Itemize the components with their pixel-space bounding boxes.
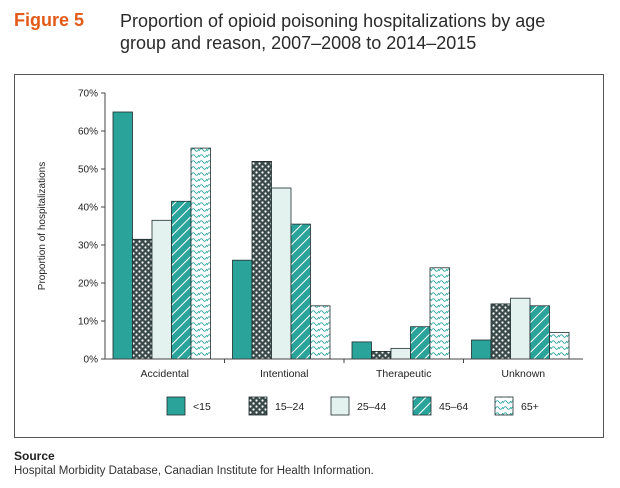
bar-accidental-series-4 (171, 200, 192, 360)
bar-intentional-series-3 (271, 187, 292, 360)
bar-accidental-series-1 (112, 111, 133, 360)
chart-frame: Proportion of hospitalizations 0% 10% 20% 3… (14, 74, 604, 438)
bar-unknown-series-4 (529, 305, 550, 360)
y-tick-label: 20% (78, 279, 98, 290)
bar-unknown-series-3 (510, 297, 531, 360)
y-tick-label: 60% (78, 127, 98, 138)
bar-therapeutic-series-3 (390, 347, 411, 360)
bar-accidental-series-3 (151, 219, 172, 360)
bar-accidental-series-2 (132, 238, 153, 360)
figure-title: Proportion of opioid poisoning hospitali… (120, 10, 545, 54)
y-tick-label: 30% (78, 241, 98, 252)
y-tick-label: 70% (78, 89, 98, 100)
bar-therapeutic-series-5 (429, 267, 450, 360)
x-tick-label: Intentional (260, 368, 308, 380)
x-tick-label: Accidental (141, 368, 189, 380)
y-tick-label: 50% (78, 165, 98, 176)
y-axis-label: Proportion of hospitalizations (37, 162, 48, 290)
legend-swatch (412, 396, 432, 416)
bar-intentional-series-2 (251, 161, 272, 360)
x-tick-label: Therapeutic (376, 368, 431, 380)
y-tick-label: 40% (78, 203, 98, 214)
figure-title-line-1: Proportion of opioid poisoning hospitali… (120, 11, 546, 31)
bar-intentional-series-4 (290, 223, 311, 360)
bar-unknown-series-5 (549, 331, 570, 360)
x-tick-label: Unknown (501, 368, 545, 380)
legend-label: <15 (193, 401, 211, 413)
source-heading: Source (14, 449, 55, 463)
legend-swatch (248, 396, 268, 416)
source-text: Hospital Morbidity Database, Canadian In… (14, 465, 374, 477)
y-tick-label: 10% (78, 317, 98, 328)
bar-therapeutic-series-1 (351, 341, 372, 360)
bar-therapeutic-series-4 (410, 326, 431, 360)
legend-swatch (166, 396, 186, 416)
legend-swatch (494, 396, 514, 416)
legend-label: 25–44 (357, 401, 386, 413)
legend-label: 15–24 (275, 401, 304, 413)
figure-label: Figure 5 (14, 10, 85, 30)
figure-title-line-2: group and reason, 2007–2008 to 2014–2015 (120, 33, 477, 53)
bar-unknown-series-2 (490, 303, 511, 360)
y-tick-label: 0% (84, 355, 99, 366)
legend-label: 45–64 (439, 401, 468, 413)
bar-unknown-series-1 (471, 339, 492, 360)
bar-chart: Proportion of hospitalizations 0% 10% 20% 3… (37, 89, 583, 416)
legend-swatch (330, 396, 350, 416)
bar-therapeutic-series-2 (371, 350, 392, 360)
bar-accidental-series-5 (190, 147, 211, 360)
bar-intentional-series-5 (310, 305, 331, 360)
legend-label: 65+ (521, 401, 539, 413)
bar-intentional-series-1 (232, 259, 253, 360)
